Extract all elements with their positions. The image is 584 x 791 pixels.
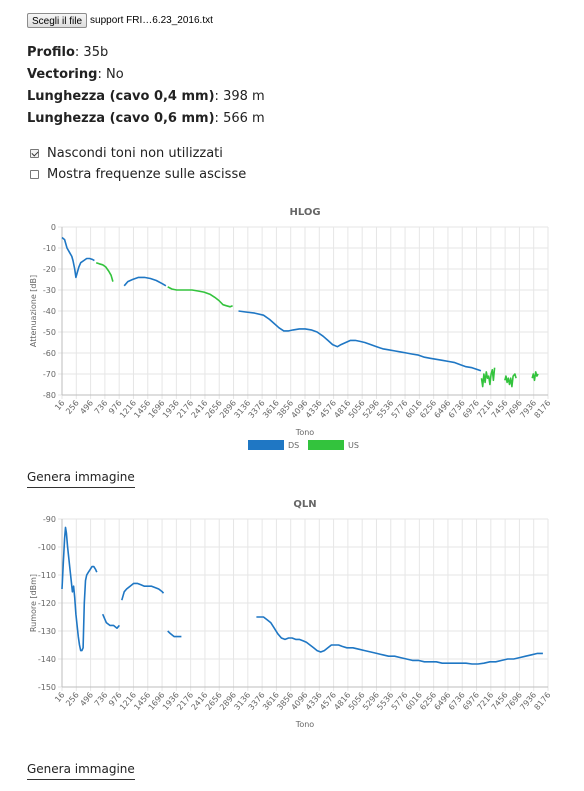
y-tick-label: -110 xyxy=(38,571,56,580)
y-axis-title: Rumore [dBm] xyxy=(29,574,38,632)
series-line-noise xyxy=(121,582,165,601)
chart-title: HLOG xyxy=(289,207,320,218)
hide-unused-tones-checkbox[interactable] xyxy=(30,149,39,158)
x-tick-label: 496 xyxy=(78,399,95,416)
chart-title: QLN xyxy=(293,499,316,510)
selected-file-name: support FRI…6.23_2016.txt xyxy=(90,14,213,26)
y-tick-label: -140 xyxy=(38,655,56,664)
y-tick-label: -80 xyxy=(43,391,56,400)
hlog-chart: HLOG162564967369761216145616961936217624… xyxy=(29,207,553,450)
y-tick-label: 0 xyxy=(51,223,56,232)
show-frequencies-label: Mostra frequenze sulle ascisse xyxy=(47,167,247,182)
series-line-noise xyxy=(101,613,121,629)
y-tick-label: -60 xyxy=(43,349,56,358)
hide-unused-tones-label: Nascondi toni non utilizzati xyxy=(47,146,223,161)
legend-label-us: US xyxy=(348,441,359,450)
legend-swatch-us xyxy=(308,440,344,450)
series-line-us xyxy=(504,373,517,388)
vectoring-value: No xyxy=(105,67,124,82)
x-tick-label: 8176 xyxy=(533,691,553,712)
profilo-value: 35b xyxy=(83,45,109,60)
x-axis-title: Tono xyxy=(295,720,314,729)
generate-image-link-qln[interactable]: Genera immagine xyxy=(27,762,135,780)
lunghezza-06-label: Lunghezza (cavo 0,6 mm) xyxy=(27,111,215,126)
series-line-ds xyxy=(61,236,95,279)
y-tick-label: -50 xyxy=(43,328,56,337)
show-frequencies-checkbox[interactable] xyxy=(30,170,39,179)
qln-chart: QLN1625649673697612161456169619362176241… xyxy=(29,499,553,729)
y-tick-label: -30 xyxy=(43,286,56,295)
lunghezza-04-row: Lunghezza (cavo 0,4 mm): 398 m xyxy=(27,89,265,104)
vectoring-label: Vectoring xyxy=(27,67,98,82)
y-tick-label: -40 xyxy=(43,307,56,316)
series-line-noise xyxy=(167,630,182,638)
profilo-label: Profilo xyxy=(27,45,75,60)
legend-label-ds: DS xyxy=(288,441,299,450)
series-line-noise xyxy=(61,526,98,652)
option-show-frequencies[interactable]: Mostra frequenze sulle ascisse xyxy=(30,167,246,182)
y-tick-label: -10 xyxy=(43,244,56,253)
x-tick-label: 736 xyxy=(93,691,110,708)
series-line-us xyxy=(167,286,233,308)
series-line-ds xyxy=(123,276,167,287)
lunghezza-04-value: 398 m xyxy=(223,89,265,104)
series-line-us xyxy=(531,371,539,382)
series-line-ds xyxy=(238,310,482,372)
x-tick-label: 256 xyxy=(64,399,81,416)
lunghezza-06-value: 566 m xyxy=(223,111,265,126)
x-tick-label: 8176 xyxy=(533,399,553,420)
choose-file-button[interactable]: Scegli il file xyxy=(27,12,88,28)
y-axis-title: Attenuazione [dB] xyxy=(29,275,38,347)
y-tick-label: -70 xyxy=(43,370,56,379)
series-line-noise xyxy=(256,616,543,665)
profilo-row: Profilo: 35b xyxy=(27,45,109,60)
legend-swatch-ds xyxy=(248,440,284,450)
lunghezza-06-row: Lunghezza (cavo 0,6 mm): 566 m xyxy=(27,111,265,126)
vectoring-row: Vectoring: No xyxy=(27,67,124,82)
y-tick-label: -120 xyxy=(38,599,56,608)
y-tick-label: -20 xyxy=(43,265,56,274)
series-line-us xyxy=(95,261,114,282)
y-tick-label: -150 xyxy=(38,683,56,692)
option-hide-unused-tones[interactable]: Nascondi toni non utilizzati xyxy=(30,146,223,161)
x-axis-title: Tono xyxy=(295,428,314,437)
x-tick-label: 736 xyxy=(93,399,110,416)
y-tick-label: -90 xyxy=(43,515,56,524)
x-tick-label: 256 xyxy=(64,691,81,708)
x-tick-label: 496 xyxy=(78,691,95,708)
generate-image-link-hlog[interactable]: Genera immagine xyxy=(27,470,135,488)
lunghezza-04-label: Lunghezza (cavo 0,4 mm) xyxy=(27,89,215,104)
series-line-us xyxy=(480,367,496,388)
file-picker: Scegli il file support FRI…6.23_2016.txt xyxy=(27,11,213,29)
y-tick-label: -100 xyxy=(38,543,56,552)
y-tick-label: -130 xyxy=(38,627,56,636)
